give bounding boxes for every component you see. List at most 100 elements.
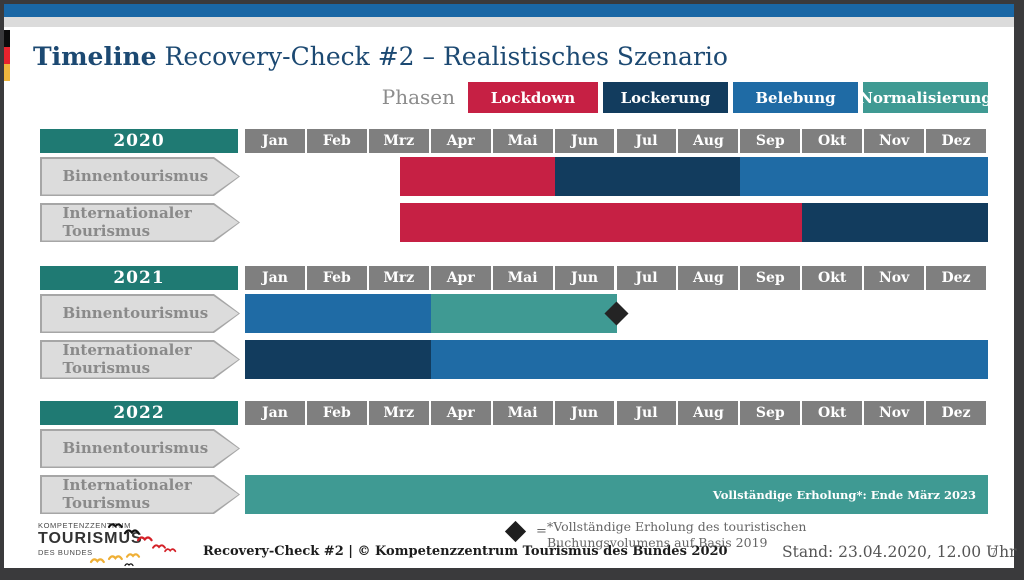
month-cell-2021-feb: Feb (306, 266, 367, 290)
month-cell-2020-dez: Dez (926, 129, 986, 153)
phase-segment-belebung (430, 340, 988, 379)
timeline-track-2020-binnentourismus (245, 157, 988, 196)
month-cell-2020-aug: Aug (678, 129, 739, 153)
month-cell-2020-feb: Feb (306, 129, 367, 153)
row-label-text: Internationaler Tourismus (62, 476, 192, 512)
phase-segment-belebung (740, 157, 988, 196)
month-cell-2020-jan: Jan (245, 129, 305, 153)
timeline-track-2021-internationaler-tourismus (245, 340, 988, 379)
month-cell-2020-mrz: Mrz (368, 129, 429, 153)
month-cell-2021-jan: Jan (245, 266, 305, 290)
phase-segment-normalisierung (430, 294, 617, 333)
phase-segment-normalisierung: Vollständige Erholung*: Ende März 2023 (245, 475, 988, 514)
month-cell-2022-dez: Dez (926, 401, 986, 425)
month-cell-2022-jan: Jan (245, 401, 305, 425)
footnote-equals: = (536, 524, 547, 539)
logo-line-kompetenzzentrum: KOMPETENZZENTRUM (38, 521, 131, 530)
phase-legend: Lockdown Lockerung Belebung Normalisierung (468, 82, 992, 113)
month-cell-2022-nov: Nov (864, 401, 925, 425)
footer-copyright: Recovery-Check #2 | © Kompetenzzentrum T… (203, 544, 728, 559)
phase-segment-lockerung (245, 340, 431, 379)
page-title-bold: Timeline (33, 42, 157, 71)
month-cell-2022-mai: Mai (492, 401, 553, 425)
row-label-2021-binnentourismus: Binnentourismus (40, 294, 240, 333)
timeline-track-2022-internationaler-tourismus: Vollständige Erholung*: Ende März 2023 (245, 475, 988, 514)
page-number: 7 (990, 546, 997, 559)
page-title: Timeline Recovery-Check #2 – Realistisch… (33, 42, 728, 71)
year-header-2022: 2022 (40, 401, 238, 425)
phase-segment-lockerung (554, 157, 741, 196)
phase-segment-belebung (245, 294, 431, 333)
row-label-2021-internationaler-tourismus: Internationaler Tourismus (40, 340, 240, 379)
month-cell-2022-jul: Jul (616, 401, 677, 425)
month-cell-2020-apr: Apr (430, 129, 491, 153)
row-label-inner: Internationaler Tourismus (41, 204, 239, 241)
month-cell-2021-apr: Apr (430, 266, 491, 290)
legend-label: Phasen (381, 85, 455, 109)
month-cell-2021-dez: Dez (926, 266, 986, 290)
row-label-inner: Binnentourismus (41, 295, 239, 332)
month-cell-2021-okt: Okt (802, 266, 863, 290)
month-cell-2022-aug: Aug (678, 401, 739, 425)
year-header-2020: 2020 (40, 129, 238, 153)
footnote-text: *Vollständige Erholung des touristischen… (547, 519, 806, 551)
month-cell-2021-aug: Aug (678, 266, 739, 290)
month-cell-2020-mai: Mai (492, 129, 553, 153)
row-label-text: Internationaler Tourismus (62, 341, 192, 377)
row-label-text: Binnentourismus (62, 303, 209, 322)
year-header-2021: 2021 (40, 266, 238, 290)
logo-text: KOMPETENZZENTRUM TOURISMUS DES BUNDES (38, 521, 143, 557)
month-cell-2022-sep: Sep (740, 401, 801, 425)
phase-segment-lockerung (802, 203, 988, 242)
phase-segment-lockdown (399, 203, 803, 242)
month-cell-2020-jun: Jun (554, 129, 615, 153)
month-cell-2020-nov: Nov (864, 129, 925, 153)
logo-line-des-bundes: DES BUNDES (38, 548, 93, 557)
row-label-inner: Binnentourismus (41, 430, 239, 467)
month-cell-2022-mrz: Mrz (368, 401, 429, 425)
row-label-inner: Internationaler Tourismus (41, 476, 239, 513)
month-cell-2021-jul: Jul (616, 266, 677, 290)
legend-phase-lockerung: Lockerung (603, 82, 728, 113)
timeline-track-2020-internationaler-tourismus (245, 203, 988, 242)
timeline-track-2021-binnentourismus (245, 294, 988, 333)
legend-phase-lockdown: Lockdown (468, 82, 598, 113)
legend-phase-belebung: Belebung (733, 82, 858, 113)
month-cell-2022-jun: Jun (554, 401, 615, 425)
month-cell-2020-sep: Sep (740, 129, 801, 153)
row-label-text: Binnentourismus (62, 438, 209, 457)
month-cell-2020-jul: Jul (616, 129, 677, 153)
month-cell-2022-feb: Feb (306, 401, 367, 425)
month-cell-2022-apr: Apr (430, 401, 491, 425)
segment-annotation: Vollständige Erholung*: Ende März 2023 (712, 487, 976, 502)
month-cell-2021-mai: Mai (492, 266, 553, 290)
legend-phase-normalisierung: Normalisierung (859, 82, 992, 113)
month-cell-2021-jun: Jun (554, 266, 615, 290)
row-label-inner: Internationaler Tourismus (41, 341, 239, 378)
month-cell-2021-sep: Sep (740, 266, 801, 290)
german-flag-black (4, 30, 10, 47)
slide-top-gray-strip (4, 17, 1014, 27)
row-label-2022-internationaler-tourismus: Internationaler Tourismus (40, 475, 240, 514)
row-label-text: Internationaler Tourismus (62, 204, 192, 240)
slide-top-accent-bar (4, 4, 1014, 17)
page-title-rest: Recovery-Check #2 – Realistisches Szenar… (156, 42, 728, 71)
footer-date-stamp: Stand: 23.04.2020, 12.00 Uhr (782, 543, 1017, 561)
timeline-track-2022-binnentourismus (245, 429, 988, 468)
row-label-text: Binnentourismus (62, 166, 209, 185)
footnote-line-2: Buchungsvolumens auf Basis 2019 (547, 535, 768, 550)
logo-birds-icon (89, 523, 177, 567)
phase-segment-lockdown (399, 157, 555, 196)
month-cell-2020-okt: Okt (802, 129, 863, 153)
german-flag-red (4, 47, 10, 64)
month-cell-2021-mrz: Mrz (368, 266, 429, 290)
month-cell-2022-okt: Okt (802, 401, 863, 425)
footnote-line-1: *Vollständige Erholung des touristischen (547, 519, 807, 534)
row-label-2022-binnentourismus: Binnentourismus (40, 429, 240, 468)
logo-line-tourismus: TOURISMUS (38, 530, 143, 547)
row-label-inner: Binnentourismus (41, 158, 239, 195)
row-label-2020-internationaler-tourismus: Internationaler Tourismus (40, 203, 240, 242)
month-cell-2021-nov: Nov (864, 266, 925, 290)
row-label-2020-binnentourismus: Binnentourismus (40, 157, 240, 196)
